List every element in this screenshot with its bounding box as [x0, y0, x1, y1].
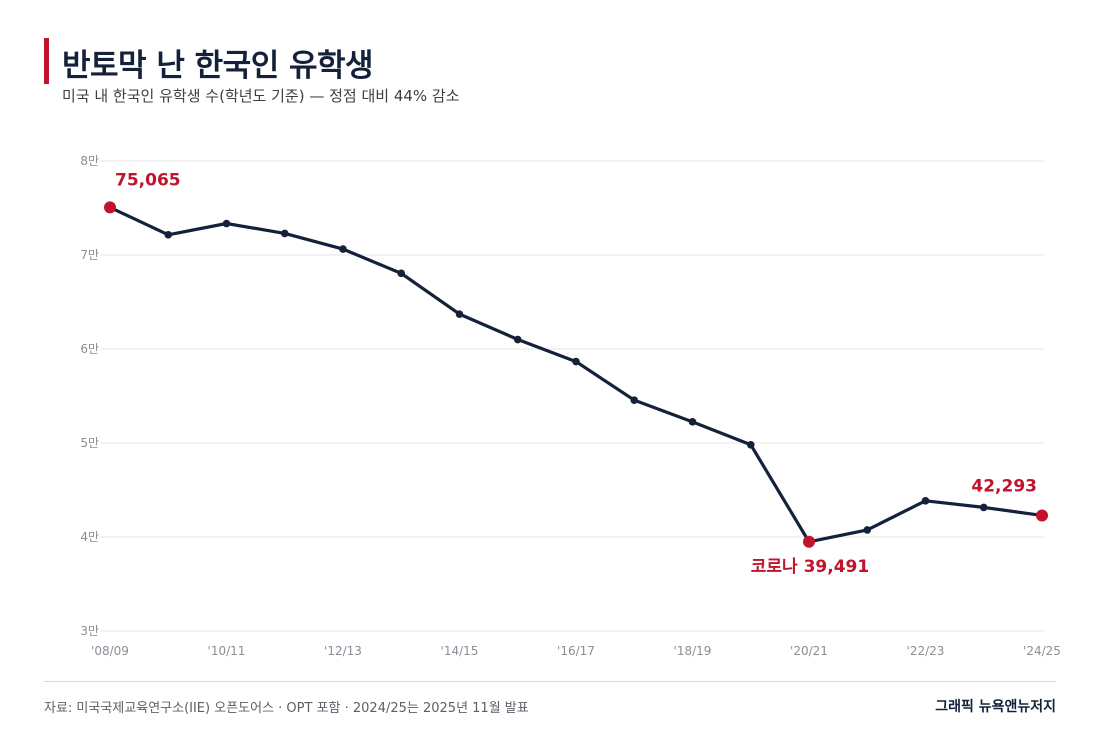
series-line: [108, 205, 1044, 544]
data-point: [863, 526, 872, 534]
data-point: [397, 269, 406, 278]
grid-lines: [100, 160, 1044, 632]
x-tick-label: '24/25: [1023, 644, 1061, 658]
annotation-label: 코로나 39,491: [751, 557, 869, 577]
x-tick-label: '08/09: [91, 644, 129, 658]
data-point: [222, 219, 231, 228]
x-axis: '08/09 '10/11 '12/13 '14/15 '16/17 '18/19 '20/…: [91, 644, 1061, 658]
annotation-label: 42,293: [971, 476, 1037, 496]
x-tick-label: '14/15: [441, 644, 479, 658]
data-point: [513, 335, 522, 344]
data-point: [630, 396, 639, 404]
footer-divider: [44, 681, 1056, 682]
series-line-group: [108, 205, 1044, 544]
x-tick-label: '18/19: [674, 644, 712, 658]
x-tick-label: '12/13: [324, 644, 362, 658]
highlight-point: [104, 201, 116, 214]
data-point: [280, 229, 289, 238]
data-point: [572, 357, 580, 366]
y-tick-label: 6만: [80, 342, 99, 356]
highlight-point: [803, 535, 815, 548]
x-tick-label: '16/17: [557, 644, 595, 658]
page-subtitle: 미국 내 한국인 유학생 수(학년도 기준) — 정점 대비 44% 감소: [62, 87, 460, 105]
data-point: [688, 418, 697, 426]
data-points: [104, 201, 1048, 548]
x-tick-label: '20/21: [790, 644, 828, 658]
highlight-point: [1036, 509, 1048, 522]
line-chart: 3만 4만 5만 6만 7만 8만 '08/09 '10/11 '12/13 '14/15 '16…: [80, 154, 1061, 658]
data-point: [979, 503, 988, 512]
data-point: [164, 230, 173, 239]
title-accent-bar: [44, 38, 49, 84]
y-tick-label: 3만: [80, 624, 99, 638]
y-tick-label: 4만: [80, 530, 99, 544]
y-tick-label: 7만: [80, 248, 99, 262]
y-tick-label: 5만: [80, 436, 99, 450]
x-tick-label: '22/23: [907, 644, 945, 658]
source-note: 자료: 미국국제교육연구소(IIE) 오픈도어스 · OPT 포함 · 2024…: [44, 701, 529, 716]
data-point: [921, 497, 930, 505]
data-point: [455, 310, 464, 318]
x-tick-label: '10/11: [208, 644, 246, 658]
y-axis: 3만 4만 5만 6만 7만 8만: [80, 154, 99, 638]
page-title: 반토막 난 한국인 유학생: [62, 48, 374, 84]
graphic-credit: 그래픽 뉴욕앤뉴저지: [935, 699, 1056, 715]
y-tick-label: 8만: [80, 154, 99, 168]
data-point: [746, 440, 755, 449]
annotations: 75,065 코로나 39,491 42,293: [115, 170, 1037, 576]
data-point: [339, 245, 347, 253]
annotation-label: 75,065: [115, 170, 181, 190]
